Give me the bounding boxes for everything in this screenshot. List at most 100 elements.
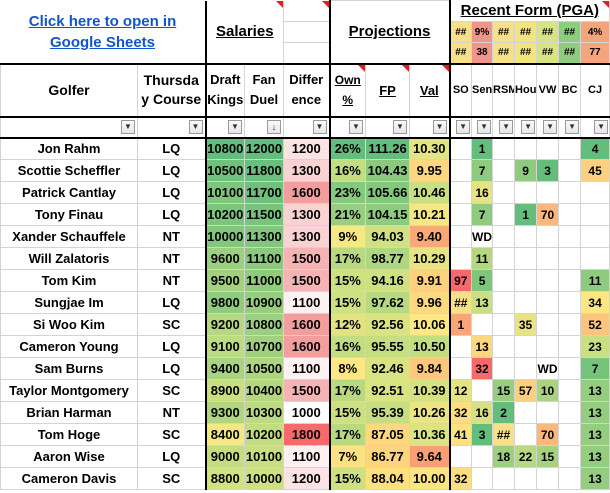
recent-form-bc[interactable] bbox=[558, 291, 582, 314]
filter-dropdown-icon[interactable]: ▼ bbox=[312, 119, 327, 134]
recent-form-so[interactable] bbox=[448, 335, 473, 358]
recent-form-vw[interactable]: 70 bbox=[536, 203, 560, 226]
recent-form-vw[interactable]: 15 bbox=[536, 445, 560, 468]
golfer-name[interactable]: Scottie Scheffler bbox=[0, 159, 138, 182]
recent-form-hou[interactable]: 1 bbox=[514, 203, 538, 226]
salary-difference[interactable]: 1100 bbox=[283, 291, 331, 314]
ownership-pct[interactable]: 7% bbox=[328, 445, 367, 468]
recent-form-bc[interactable] bbox=[558, 445, 582, 468]
ownership-pct[interactable]: 21% bbox=[328, 203, 367, 226]
recent-form-so[interactable]: 41 bbox=[448, 423, 473, 446]
fanduel-salary[interactable]: 10800 bbox=[243, 313, 285, 336]
recent-form-cj[interactable]: 4 bbox=[580, 137, 610, 160]
recent-form-sen[interactable]: 16 bbox=[471, 401, 494, 424]
recent-form-vw[interactable] bbox=[536, 269, 560, 292]
value[interactable]: 10.46 bbox=[409, 181, 451, 204]
golfer-name[interactable]: Cameron Davis bbox=[0, 467, 138, 490]
fanduel-salary[interactable]: 10900 bbox=[243, 291, 285, 314]
recent-form-bc[interactable] bbox=[558, 379, 582, 402]
recent-form-sen[interactable]: 16 bbox=[471, 181, 494, 204]
recent-form-vw[interactable] bbox=[536, 225, 560, 248]
recent-form-so[interactable]: 32 bbox=[448, 467, 473, 490]
recent-form-sen[interactable]: 5 bbox=[471, 269, 494, 292]
recent-form-rsm[interactable] bbox=[492, 247, 516, 270]
recent-form-vw[interactable]: 3 bbox=[536, 159, 560, 182]
recent-form-bc[interactable] bbox=[558, 181, 582, 204]
recent-form-sen[interactable]: 13 bbox=[471, 291, 494, 314]
recent-form-vw[interactable] bbox=[536, 401, 560, 424]
fanduel-salary[interactable]: 11700 bbox=[243, 181, 285, 204]
recent-form-cj[interactable]: 52 bbox=[580, 313, 610, 336]
filter-dropdown-icon[interactable]: ▼ bbox=[543, 119, 558, 134]
value[interactable]: 9.96 bbox=[409, 291, 451, 314]
recent-form-so[interactable] bbox=[448, 357, 473, 380]
recent-form-so[interactable] bbox=[448, 137, 473, 160]
recent-form-cj[interactable] bbox=[580, 203, 610, 226]
recent-form-sen[interactable] bbox=[471, 313, 494, 336]
recent-form-hou[interactable] bbox=[514, 225, 538, 248]
draftkings-salary[interactable]: 9300 bbox=[205, 401, 245, 424]
draftkings-salary[interactable]: 8400 bbox=[205, 423, 245, 446]
value[interactable]: 10.06 bbox=[409, 313, 451, 336]
value[interactable]: 10.39 bbox=[409, 379, 451, 402]
recent-form-hou[interactable] bbox=[514, 467, 538, 490]
thursday-course[interactable]: SC bbox=[137, 313, 207, 336]
golfer-name[interactable]: Tom Kim bbox=[0, 269, 138, 292]
recent-form-sen[interactable]: 1 bbox=[471, 137, 494, 160]
value[interactable]: 10.26 bbox=[409, 401, 451, 424]
salary-difference[interactable]: 1500 bbox=[283, 247, 331, 270]
sort-descending-filter-icon[interactable]: ↓ bbox=[267, 119, 282, 134]
filter-dropdown-icon[interactable]: ▼ bbox=[121, 119, 135, 134]
draftkings-salary[interactable]: 9500 bbox=[205, 269, 245, 292]
recent-form-sen[interactable]: 11 bbox=[471, 247, 494, 270]
ownership-pct[interactable]: 15% bbox=[328, 291, 367, 314]
filter-dropdown-icon[interactable]: ▼ bbox=[432, 119, 447, 134]
recent-form-vw[interactable]: 70 bbox=[536, 423, 560, 446]
recent-form-cj[interactable] bbox=[580, 247, 610, 270]
salary-difference[interactable]: 1500 bbox=[283, 379, 331, 402]
recent-form-bc[interactable] bbox=[558, 269, 582, 292]
recent-form-cj[interactable]: 13 bbox=[580, 423, 610, 446]
recent-form-hou[interactable] bbox=[514, 423, 538, 446]
recent-form-vw[interactable] bbox=[536, 181, 560, 204]
recent-form-cj[interactable] bbox=[580, 181, 610, 204]
thursday-course[interactable]: LQ bbox=[137, 181, 207, 204]
recent-form-cj[interactable]: 23 bbox=[580, 335, 610, 358]
recent-form-bc[interactable] bbox=[558, 313, 582, 336]
recent-form-bc[interactable] bbox=[558, 335, 582, 358]
golfer-name[interactable]: Will Zalatoris bbox=[0, 247, 138, 270]
recent-form-rsm[interactable] bbox=[492, 181, 516, 204]
fantasy-points[interactable]: 94.16 bbox=[365, 269, 411, 292]
value[interactable]: 9.64 bbox=[409, 445, 451, 468]
recent-form-rsm[interactable]: ## bbox=[492, 423, 516, 446]
fantasy-points[interactable]: 95.55 bbox=[365, 335, 411, 358]
recent-form-so[interactable] bbox=[448, 159, 473, 182]
value[interactable]: 10.29 bbox=[409, 247, 451, 270]
recent-form-vw[interactable] bbox=[536, 137, 560, 160]
filter-dropdown-icon[interactable]: ▼ bbox=[594, 119, 609, 134]
filter-dropdown-icon[interactable]: ▼ bbox=[521, 119, 536, 134]
recent-form-rsm[interactable] bbox=[492, 357, 516, 380]
thursday-course[interactable]: LQ bbox=[137, 335, 207, 358]
open-in-google-sheets-link[interactable]: Click here to open in Google Sheets bbox=[1, 11, 204, 53]
filter-dropdown-icon[interactable]: ▼ bbox=[228, 119, 242, 134]
filter-dropdown-icon[interactable]: ▼ bbox=[188, 119, 203, 134]
filter-dropdown-icon[interactable]: ▼ bbox=[499, 119, 514, 134]
salary-difference[interactable]: 1100 bbox=[283, 445, 331, 468]
salary-difference[interactable]: 1300 bbox=[283, 159, 331, 182]
value[interactable]: 9.95 bbox=[409, 159, 451, 182]
fantasy-points[interactable]: 86.77 bbox=[365, 445, 411, 468]
recent-form-cj[interactable]: 7 bbox=[580, 357, 610, 380]
value[interactable]: 9.91 bbox=[409, 269, 451, 292]
salary-difference[interactable]: 1200 bbox=[283, 467, 331, 490]
draftkings-salary[interactable]: 10800 bbox=[205, 137, 245, 160]
recent-form-cj[interactable]: 13 bbox=[580, 379, 610, 402]
recent-form-hou[interactable] bbox=[514, 357, 538, 380]
value[interactable]: 10.00 bbox=[409, 467, 451, 490]
recent-form-bc[interactable] bbox=[558, 423, 582, 446]
recent-form-hou[interactable]: 22 bbox=[514, 445, 538, 468]
draftkings-salary[interactable]: 10200 bbox=[205, 203, 245, 226]
thursday-course[interactable]: LQ bbox=[137, 445, 207, 468]
recent-form-vw[interactable] bbox=[536, 313, 560, 336]
draftkings-salary[interactable]: 9400 bbox=[205, 357, 245, 380]
